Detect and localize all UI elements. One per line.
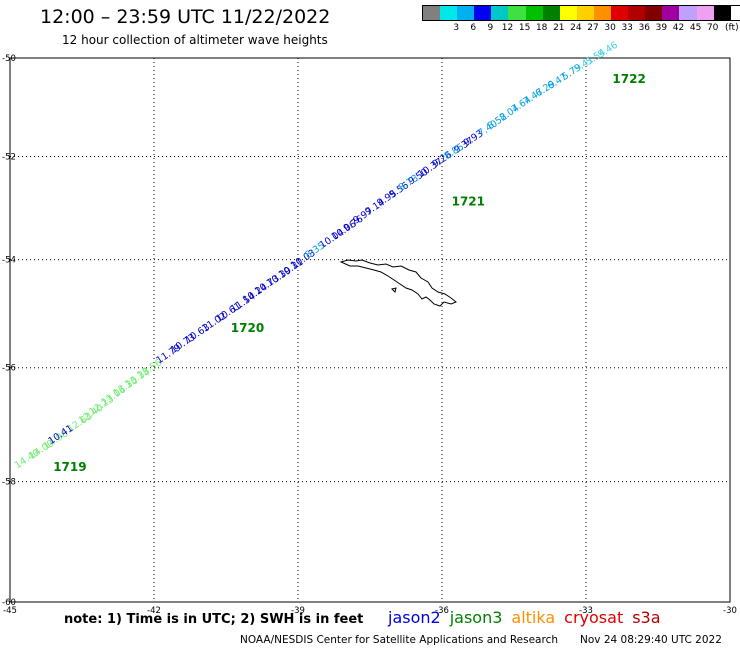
legend-labels: 3 6 9 12 15 18 21 24 27 30 33 36 39 42 45 70 (ft) [422,21,740,33]
legend-swatch [474,6,492,20]
mission-name: jason2 [388,608,441,627]
lon-tick-label: -33 [579,606,593,616]
lat-tick-label: -54 [2,256,16,266]
axis-tick-labels: -45 -42 -39 -36 -33 -30 -50 -52 -54 -56 -58 -60 [2,54,737,616]
mission-legend: jason2 jason3 altika cryosat s3a [388,608,670,627]
altimeter-track: 14.4014.0014.9812.6312.4012.2313.0613.30… [13,40,646,474]
map-frame [9,57,731,603]
legend-swatch [457,6,475,20]
lat-tick-label: -56 [2,364,16,374]
legend-unit: (ft) [725,23,739,33]
legend-bin-label: 18 [535,23,548,33]
footer-credit: NOAA/NESDIS Center for Satellite Applica… [240,634,558,646]
wave-height-value: 5.46 [596,40,620,61]
lat-tick-label: -60 [2,598,16,608]
footer-timestamp: Nov 24 08:29:40 UTC 2022 [580,634,722,646]
legend-swatch [645,6,663,20]
legend-bin-label: 42 [672,23,685,33]
legend-swatch [696,6,714,20]
south-georgia-coastline [339,259,457,307]
lon-tick-label: -39 [291,606,305,616]
legend-swatch [679,6,697,20]
map-subtitle: 12 hour collection of altimeter wave hei… [62,33,328,47]
legend-bin-label: 3 [453,23,460,33]
legend-bin-label: 33 [621,23,633,33]
mission-name: s3a [632,608,661,627]
legend-color-bar [422,5,740,21]
legend-swatch [559,6,577,20]
mission-name: cryosat [564,608,624,627]
legend-swatch [508,6,526,20]
legend-bin-label: 9 [487,23,494,33]
coastline-islet [391,287,397,293]
legend-bin-label: 24 [570,23,582,33]
map-grid [10,58,730,602]
legend-swatch [491,6,509,20]
legend-bin-label: 12 [501,23,514,33]
lat-tick-label: -58 [2,478,16,488]
legend-swatch [576,6,594,20]
legend-bin-label: 27 [587,23,599,33]
legend-bin-label: 39 [655,23,668,33]
wave-height-legend: 3 6 9 12 15 18 21 24 27 30 33 36 39 42 45 70 (ft) [422,5,740,33]
legend-bin-label: 30 [604,23,616,33]
map-title: 12:00 – 23:59 UTC 11/22/2022 [40,6,331,28]
legend-bin-label: 6 [470,23,477,33]
mission-name: jason3 [449,608,503,627]
lon-tick-label: -42 [147,606,161,616]
legend-bin-label: 70 [706,23,719,33]
footer-note: note: 1) Time is in UTC; 2) SWH is in fe… [64,612,364,627]
legend-swatch [628,6,646,20]
pass-time-label: 1720 [231,321,264,335]
pass-time-label: 1719 [53,460,86,474]
legend-swatch [713,6,731,20]
coastline-path [339,259,457,307]
legend-swatch [423,6,441,20]
legend-swatch [440,6,458,20]
legend-swatch [662,6,680,20]
legend-swatch [593,6,612,20]
legend-swatch [611,6,629,20]
lat-tick-label: -50 [2,54,16,64]
pass-time-label: 1722 [612,72,645,86]
legend-bin-label: 21 [553,23,565,33]
lon-tick-label: -30 [723,606,737,616]
pass-time-label: 1721 [452,194,485,208]
legend-bin-label: 15 [518,23,531,33]
mission-name: altika [511,608,556,627]
legend-bin-label: 45 [689,23,702,33]
legend-swatch [542,6,560,20]
lat-tick-label: -52 [2,153,16,163]
lon-tick-label: -36 [435,606,449,616]
legend-swatch [525,6,543,20]
lon-tick-label: -45 [3,606,17,616]
legend-bin-label: 36 [638,23,651,33]
